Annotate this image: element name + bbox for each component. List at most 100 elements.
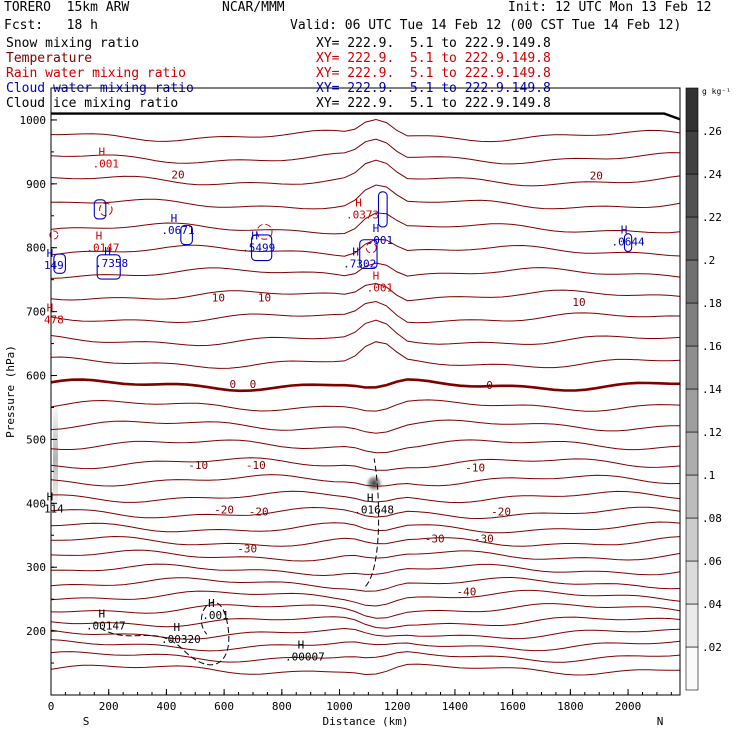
legend-cloudice-name: Cloud ice mixing ratio (6, 96, 179, 111)
cloud-water-contour (96, 254, 121, 280)
max-value-label: .001 (202, 609, 229, 622)
isotherm-line (50, 341, 681, 369)
colorbar: .02 .04 .06 .08 .1 .12 .14 .16 .18 .2 .22 .24 .26 g k… (685, 87, 731, 691)
cloud-water-contour (623, 233, 633, 253)
y-tick-label: 400 (26, 497, 46, 510)
isotherm-zero (50, 378, 681, 393)
x-end-left: S (83, 715, 90, 728)
max-value-label: .001 (367, 234, 394, 247)
rain-contour (256, 223, 273, 240)
isotherm-label: -30 (237, 543, 257, 556)
isotherm-line (50, 457, 681, 471)
x-tick-label: 600 (214, 700, 234, 713)
isotherm-line (50, 238, 681, 257)
isotherm-line (50, 300, 681, 324)
isotherm-label: 0 (250, 378, 257, 391)
y-tick-label: 900 (26, 178, 46, 191)
temperature-isotherms (50, 118, 681, 676)
max-marker: H (352, 246, 359, 259)
max-marker: H (47, 301, 54, 314)
max-marker: H (621, 223, 628, 236)
isotherm-line (50, 603, 681, 619)
max-marker: H (298, 639, 305, 652)
isotherm-line (50, 319, 681, 347)
x-tick-label: 2000 (615, 700, 642, 713)
colorbar-tick-label: .14 (702, 383, 722, 396)
y-tick-label: 1000 (20, 114, 47, 127)
max-value-label: .7302 (343, 258, 376, 271)
y-tick-label: 500 (26, 433, 46, 446)
cloud-water-contour (93, 199, 107, 220)
colorbar-bin (685, 603, 699, 648)
isotherm-line (50, 521, 681, 534)
colorbar-tick-label: .06 (702, 555, 722, 568)
max-value-label: 478 (44, 313, 64, 326)
y-tick-label: 700 (26, 306, 46, 319)
snow-column-shade (365, 475, 384, 494)
legend-rain-name: Rain water mixing ratio (6, 66, 187, 81)
max-marker: H (47, 490, 54, 503)
isotherm-label: -10 (188, 459, 208, 472)
max-marker: H (367, 492, 374, 505)
x-tick-label: 1600 (499, 700, 526, 713)
isotherm-line (50, 212, 681, 235)
isotherm-line (51, 118, 681, 143)
colorbar-bin (685, 517, 699, 562)
max-value-label: 114 (44, 502, 64, 515)
max-value-label: .5499 (242, 242, 275, 255)
max-value-label: .7358 (95, 257, 128, 270)
colorbar-tick-label: .1 (702, 469, 715, 482)
x-tick-label: 200 (99, 700, 119, 713)
plot-frame (50, 87, 681, 696)
x-tick-label: 1800 (557, 700, 584, 713)
colorbar-tick-label: .16 (702, 340, 722, 353)
max-value-label: 149 (44, 259, 64, 272)
max-marker: H (251, 230, 258, 243)
isotherm-line (51, 490, 681, 504)
isotherm-label: -20 (249, 506, 269, 519)
max-marker: H (174, 621, 181, 634)
max-value-label: .00007 (285, 651, 325, 664)
isotherm-line (50, 184, 681, 210)
isotherm-label: 10 (258, 292, 271, 305)
cloud-water-contour (359, 239, 378, 270)
max-value-label: .001 (93, 157, 120, 170)
max-marker: H (208, 597, 215, 610)
x-tick-label: 1400 (442, 700, 469, 713)
legend-snow-name: Snow mixing ratio (6, 36, 140, 51)
isotherm-line (50, 506, 681, 520)
isotherm-line (50, 576, 681, 592)
isotherm-line (50, 616, 681, 629)
colorbar-tick-label: .18 (702, 297, 722, 310)
colorbar-tick-label: .2 (702, 254, 715, 267)
legend-temperature-name: Temperature (6, 51, 93, 66)
colorbar-tick-label: .24 (702, 168, 722, 181)
terrain-path (51, 112, 681, 121)
max-value-label: .0671 (161, 224, 194, 237)
colorbar-bin (685, 431, 699, 476)
colorbar-tick-label: .02 (702, 641, 722, 654)
isotherm-line (50, 138, 681, 165)
colorbar-bin (685, 345, 699, 390)
max-marker: H (355, 197, 362, 210)
max-marker: H (99, 145, 106, 158)
max-value-label: .0373 (346, 209, 379, 222)
colorbar-bin (685, 646, 699, 691)
model-title: TORERO 15km ARW (4, 0, 130, 15)
snow-shading (53, 401, 384, 517)
colorbar-bin (685, 130, 699, 175)
isotherm-label: 10 (572, 296, 585, 309)
isotherm-line (50, 419, 681, 434)
isotherm-line (50, 549, 681, 562)
isotherm-label: 0 (229, 378, 236, 391)
y-axis: 200 300 400 500 600 700 800 900 1000 Pressure (hP… (4, 87, 57, 664)
x-tick-label: 800 (272, 700, 292, 713)
terrain-line (51, 112, 681, 121)
isotherm-line (50, 563, 681, 577)
isotherm-line (50, 639, 681, 652)
max-marker: H (104, 245, 111, 258)
colorbar-tick-label: .12 (702, 426, 722, 439)
cloud-water-contour (180, 224, 193, 246)
max-value-label: .0644 (612, 235, 645, 248)
